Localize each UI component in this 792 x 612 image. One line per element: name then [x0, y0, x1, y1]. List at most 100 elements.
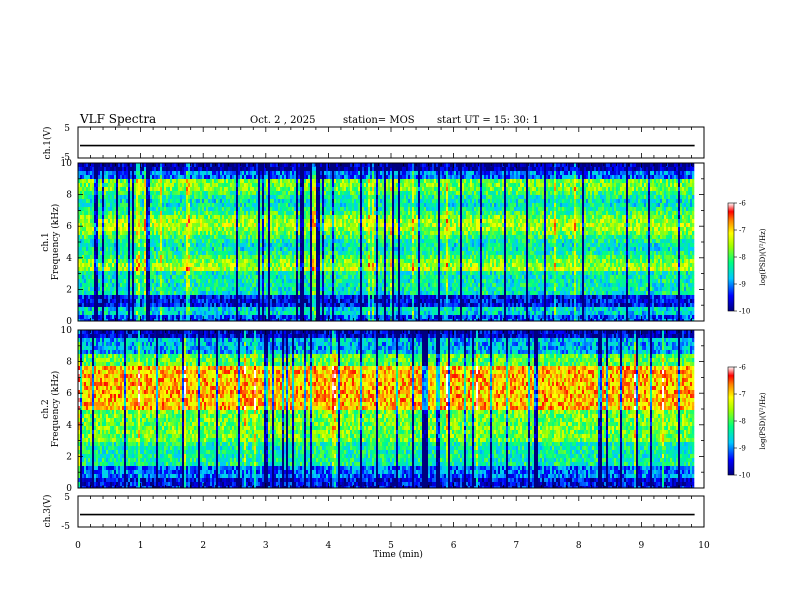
spectrogram-cell	[80, 255, 83, 260]
spectrogram-cell	[128, 235, 131, 240]
spectrogram-cell	[142, 187, 145, 192]
spectrogram-cell	[250, 199, 253, 204]
spectrogram-cell	[164, 163, 167, 168]
spectrogram-cell	[172, 319, 175, 322]
spectrogram-cell	[282, 187, 285, 192]
spectrogram-cell	[208, 239, 211, 244]
spectrogram-cell	[88, 203, 91, 208]
spectrogram-cell	[314, 239, 317, 244]
spectrogram-cell	[162, 219, 165, 224]
spectrogram-cell	[180, 219, 183, 224]
spectrogram-cell	[142, 183, 145, 188]
spectrogram-cell	[180, 287, 183, 292]
spectrogram-cell	[160, 223, 163, 228]
spectrogram-cell	[282, 191, 285, 196]
spectrogram-cell	[292, 303, 295, 308]
spectrogram-cell	[294, 283, 297, 288]
spectrogram-cell	[146, 307, 149, 312]
spectrogram-cell	[318, 203, 321, 208]
spectrogram-cell	[234, 163, 237, 168]
spectrogram-cell	[196, 171, 199, 176]
spectrogram-cell	[286, 207, 289, 212]
spectrogram-cell	[180, 295, 183, 300]
spectrogram-cell	[192, 283, 195, 288]
spectrogram-cell	[246, 303, 249, 308]
spectrogram-cell	[172, 251, 175, 256]
spectrogram-cell	[96, 175, 99, 180]
spectrogram-cell	[154, 207, 157, 212]
spectrogram-cell	[156, 255, 159, 260]
spectrogram-cell	[248, 215, 251, 220]
spectrogram-cell	[162, 223, 165, 228]
spectrogram-cell	[170, 227, 173, 232]
spectrogram-cell	[94, 207, 97, 212]
spectrogram-cell	[320, 199, 323, 204]
spectrogram-cell	[282, 219, 285, 224]
spectrogram-cell	[166, 171, 169, 176]
spectrogram-cell	[216, 231, 219, 236]
spectrogram-cell	[306, 315, 309, 320]
spectrogram-cell	[282, 235, 285, 240]
spectrogram-cell	[320, 231, 323, 236]
spectrogram-cell	[116, 231, 119, 236]
spectrogram-cell	[92, 299, 95, 304]
spectrogram-cell	[270, 215, 273, 220]
spectrogram-cell	[98, 247, 101, 252]
spectrogram-cell	[292, 223, 295, 228]
spectrogram-cell	[118, 167, 121, 172]
spectrogram-cell	[266, 319, 269, 322]
spectrogram-cell	[96, 319, 99, 322]
spectrogram-cell	[280, 319, 283, 322]
spectrogram-cell	[100, 267, 103, 272]
spectrogram-cell	[170, 307, 173, 312]
spectrogram-cell	[146, 287, 149, 292]
spectrogram-cell	[230, 195, 233, 200]
spectrogram-cell	[184, 199, 187, 204]
spectrogram-cell	[176, 219, 179, 224]
spectrogram-cell	[90, 187, 93, 192]
spectrogram-cell	[282, 183, 285, 188]
spectrogram-cell	[222, 299, 225, 304]
spectrogram-cell	[290, 251, 293, 256]
spectrogram-cell	[132, 195, 135, 200]
spectrogram-cell	[224, 227, 227, 232]
spectrogram-cell	[198, 255, 201, 260]
spectrogram-cell	[320, 271, 323, 276]
spectrogram-cell	[276, 239, 279, 244]
spectrogram-cell	[162, 211, 165, 216]
spectrogram-cell	[134, 263, 137, 268]
spectrogram-cell	[160, 175, 163, 180]
spectrogram-cell	[154, 291, 157, 296]
spectrogram-cell	[182, 167, 185, 172]
spectrogram-cell	[204, 207, 207, 212]
spectrogram-cell	[170, 239, 173, 244]
spectrogram-cell	[318, 175, 321, 180]
spectrogram-cell	[94, 235, 97, 240]
spectrogram-cell	[124, 239, 127, 244]
spectrogram-cell	[140, 203, 143, 208]
spectrogram-cell	[222, 179, 225, 184]
spectrogram-cell	[274, 247, 277, 252]
spectrogram-cell	[172, 187, 175, 192]
spectrogram-cell	[138, 259, 141, 264]
spectrogram-cell	[124, 311, 127, 316]
spectrogram-cell	[320, 235, 323, 240]
spectrogram-cell	[228, 231, 231, 236]
spectrogram-cell	[110, 271, 113, 276]
spectrogram-cell	[290, 243, 293, 248]
spectrogram-cell	[280, 291, 283, 296]
spectrogram-cell	[166, 203, 169, 208]
spectrogram-cell	[84, 271, 87, 276]
spectrogram-cell	[236, 267, 239, 272]
spectrogram-cell	[102, 267, 105, 272]
spectrogram-cell	[156, 187, 159, 192]
spectrogram-cell	[176, 255, 179, 260]
spectrogram-cell	[144, 311, 147, 316]
spectrogram-cell	[116, 271, 119, 276]
spectrogram-cell	[316, 275, 319, 280]
spectrogram-cell	[224, 311, 227, 316]
spectrogram-cell	[242, 183, 245, 188]
spectrogram-cell	[176, 211, 179, 216]
spectrogram-cell	[178, 303, 181, 308]
spectrogram-cell	[102, 279, 105, 284]
